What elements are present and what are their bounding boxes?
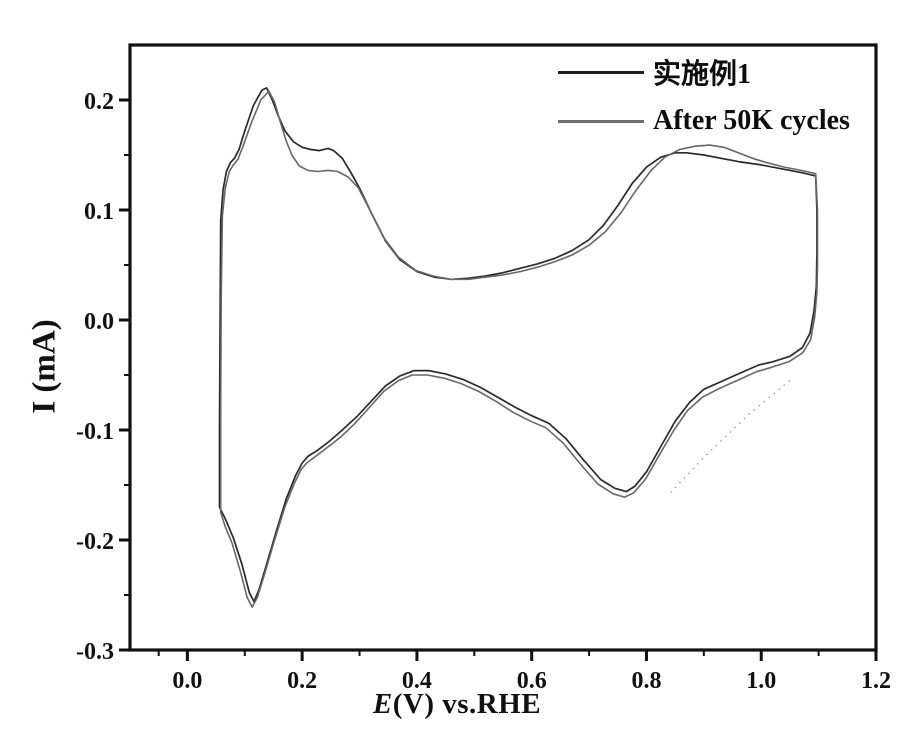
legend-label-after-50k: After 50K cycles xyxy=(653,105,850,136)
legend-line-after-50k xyxy=(558,119,644,123)
plot-frame xyxy=(128,43,878,652)
y-tick-label: -0.1 xyxy=(76,419,114,445)
y-axis-label: I (mA) xyxy=(26,319,63,414)
legend-entry-after-50k: After 50K cycles xyxy=(558,105,850,137)
x-axis-label-unit: (V) vs.RHE xyxy=(392,688,542,720)
x-tick-label: 0.2 xyxy=(287,668,317,694)
legend: 实施例1 After 50K cycles xyxy=(558,52,850,137)
series-line-0 xyxy=(218,87,818,603)
x-tick-label: 1.2 xyxy=(861,668,891,694)
legend-label-example1: 实施例1 xyxy=(653,59,752,90)
legend-line-example1 xyxy=(558,70,644,74)
x-axis-label: E(V) vs.RHE xyxy=(0,688,914,721)
x-axis-label-symbol: E xyxy=(372,688,393,720)
y-tick-label: -0.3 xyxy=(76,639,114,665)
x-tick-label: 0.8 xyxy=(631,668,661,694)
y-tick-label: -0.2 xyxy=(76,529,114,555)
x-tick-label: 1.0 xyxy=(746,668,776,694)
x-tick-label: 0.0 xyxy=(172,668,202,694)
y-tick-label: 0.2 xyxy=(84,89,114,115)
legend-entry-example1: 实施例1 xyxy=(558,52,850,92)
x-tick-label: 0.4 xyxy=(402,668,432,694)
y-tick-label: 0.0 xyxy=(84,309,114,335)
scan-noise-trace xyxy=(668,379,791,495)
series-line-1 xyxy=(219,90,819,608)
y-tick-label: 0.1 xyxy=(84,199,114,225)
x-tick-label: 0.6 xyxy=(517,668,547,694)
